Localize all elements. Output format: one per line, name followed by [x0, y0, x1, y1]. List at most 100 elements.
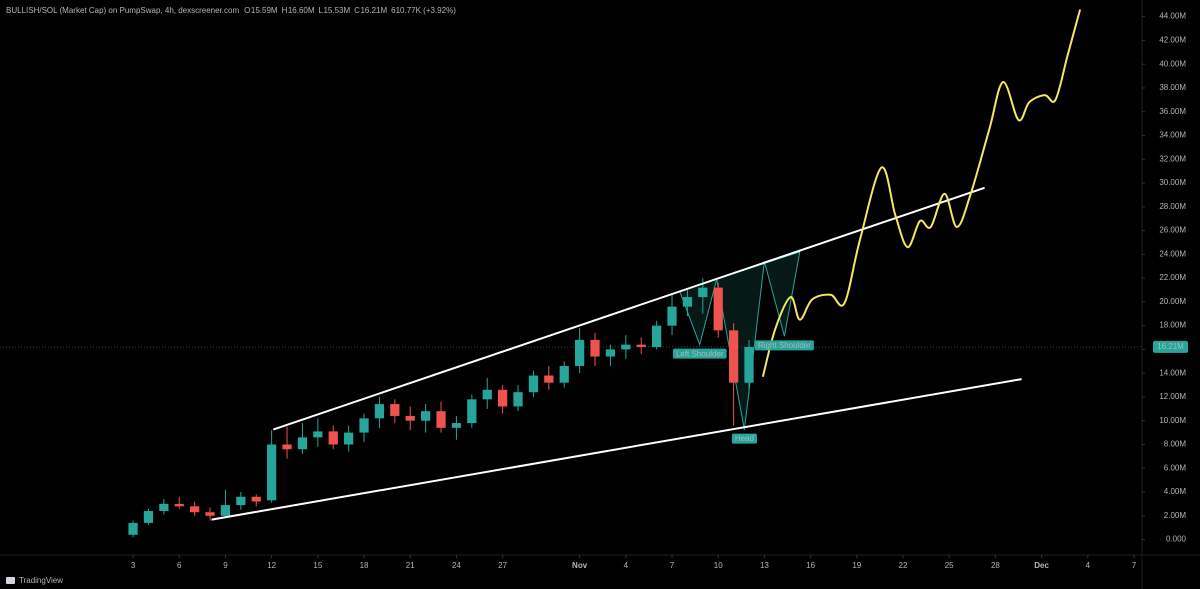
candle-body [513, 392, 523, 407]
candle-body [575, 339, 585, 367]
brand-logo [6, 577, 15, 584]
candle-body [682, 297, 693, 307]
ohlc-value: 16.60M [288, 6, 315, 15]
brand: TradingView [6, 576, 63, 585]
ohlc-value: 15.59M [251, 6, 278, 15]
candle-body [621, 344, 631, 350]
candle-body [728, 330, 739, 383]
candle-body [636, 344, 646, 348]
x-tick-label: 3 [131, 561, 136, 570]
x-tick-label: Nov [572, 561, 588, 570]
last-price-label: 16.21M [1157, 342, 1184, 351]
pattern-label-box [731, 433, 757, 444]
x-tick-label: 24 [452, 561, 461, 570]
y-tick-label: 40.00M [1159, 59, 1186, 68]
candle-body [421, 411, 431, 421]
candle-body [698, 287, 708, 298]
pattern-label-box [672, 348, 727, 359]
candle-body [390, 404, 400, 416]
x-tick-label: 10 [714, 561, 723, 570]
trendline [272, 186, 985, 431]
candle-body [528, 375, 539, 393]
candle-body [205, 512, 215, 516]
y-tick-label: 30.00M [1159, 178, 1186, 187]
candle-body [344, 432, 354, 445]
x-tick-label: 25 [945, 561, 954, 570]
candle-body [713, 287, 723, 331]
candle-body [328, 431, 338, 445]
y-tick-label: 2.00M [1164, 511, 1187, 520]
pattern-label-text: Right Shoulder [758, 341, 811, 350]
ohlc-value: 15.53M [323, 6, 350, 15]
y-tick-label: 42.00M [1159, 36, 1186, 45]
candle-body [590, 339, 600, 357]
y-tick-label: 4.00M [1164, 487, 1187, 496]
candle-body [559, 366, 569, 383]
pattern-label-text: Head [735, 434, 754, 443]
y-tick-label: 6.00M [1164, 463, 1187, 472]
x-tick-label: 22 [899, 561, 908, 570]
x-tick-label: 16 [806, 561, 815, 570]
x-tick-label: 18 [360, 561, 369, 570]
candle-body [128, 522, 138, 535]
candle-body [359, 418, 369, 433]
x-tick-label: 12 [267, 561, 276, 570]
x-tick-label: 13 [760, 561, 769, 570]
y-tick-label: 12.00M [1159, 392, 1186, 401]
chart-title: BULLISH/SOL (Market Cap) on PumpSwap, 4h… [6, 6, 239, 15]
pattern-label: Right Shoulder [754, 340, 814, 351]
x-tick-label: 9 [223, 561, 228, 570]
candle-body [251, 496, 261, 502]
candle-body [159, 503, 169, 512]
y-tick-label: 0.000 [1166, 535, 1187, 544]
candle-body [405, 415, 415, 421]
x-tick-label: 7 [1132, 561, 1137, 570]
y-tick-label: 22.00M [1159, 273, 1186, 282]
y-tick-label: 8.00M [1164, 440, 1187, 449]
x-tick-label: 27 [498, 561, 507, 570]
candle-body [651, 325, 662, 348]
x-tick-label: 6 [177, 561, 182, 570]
y-tick-label: 36.00M [1159, 107, 1186, 116]
last-price-box [1153, 340, 1188, 353]
candle-body [267, 444, 277, 501]
candle-body [605, 349, 616, 357]
candle-body [313, 431, 323, 438]
candle-body [143, 511, 154, 523]
brand-name: TradingView [19, 576, 63, 585]
ohlc-value: 16.21M [360, 6, 387, 15]
x-tick-label: 21 [406, 561, 415, 570]
candle-body [667, 306, 677, 326]
candle-body [744, 347, 754, 383]
y-tick-label: 10.00M [1159, 416, 1186, 425]
y-tick-label: 18.00M [1159, 321, 1186, 330]
header: BULLISH/SOL (Market Cap) on PumpSwap, 4h… [6, 6, 239, 15]
x-tick-label: 4 [624, 561, 629, 570]
ohlc-key: O [244, 6, 250, 15]
y-tick-label: 44.00M [1159, 12, 1186, 21]
x-tick-label: 19 [852, 561, 861, 570]
candle-body [544, 375, 554, 383]
candle-body [467, 399, 477, 424]
candle-body [436, 411, 446, 428]
x-tick-label: 4 [1086, 561, 1091, 570]
y-tick-label: 32.00M [1159, 154, 1186, 163]
candle-body [282, 444, 292, 450]
candle-body [220, 505, 231, 516]
y-tick-label: 34.00M [1159, 131, 1186, 140]
candle-body [374, 404, 385, 419]
ohlc-key: L [319, 6, 324, 15]
y-tick-label: 24.00M [1159, 249, 1186, 258]
candle-body [482, 389, 492, 400]
x-tick-label: 15 [313, 561, 322, 570]
y-tick-label: 28.00M [1159, 202, 1186, 211]
candle-body [174, 503, 184, 507]
pattern-label: Left Shoulder [672, 348, 727, 359]
candle-body [498, 389, 508, 407]
ohlc-key: C [354, 6, 360, 15]
pattern-label: Head [731, 433, 757, 444]
x-tick-label: 7 [670, 561, 675, 570]
